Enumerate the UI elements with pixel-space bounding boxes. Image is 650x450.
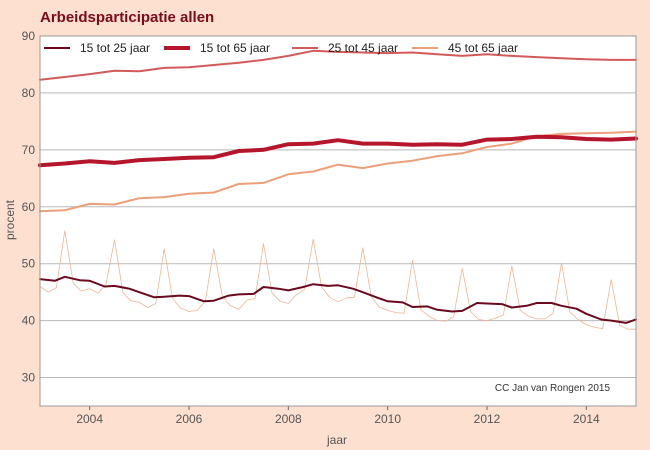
chart-title: Arbeidsparticipatie allen [40,9,215,26]
series-line-2 [39,49,637,81]
y-tick-label-50: 50 [22,257,36,271]
plot-border [39,35,637,407]
x-tick-label-2004: 2004 [76,412,103,426]
legend-label-1: 15 tot 65 jaar [200,41,270,55]
y-tick-label-40: 40 [22,314,36,328]
x-axis-title: jaar [326,433,347,447]
series-line-0 [39,275,637,324]
x-tick-label-2008: 2008 [275,412,302,426]
x-tick-label-2010: 2010 [374,412,401,426]
y-tick-label-30: 30 [22,371,36,385]
copyright-annotation: CC Jan van Rongen 2015 [495,383,611,394]
y-tick-label-70: 70 [22,143,36,157]
y-tick-label-90: 90 [22,29,36,43]
legend-label-3: 45 tot 65 jaar [448,41,518,55]
x-tick-label-2014: 2014 [573,412,600,426]
legend-label-2: 25 tot 45 jaar [328,41,398,55]
legend-label-0: 15 tot 25 jaar [80,41,150,55]
x-tick-label-2012: 2012 [474,412,501,426]
x-tick-label-2006: 2006 [176,412,203,426]
series-line-4 [39,230,637,330]
plot-area [40,36,636,406]
y-tick-label-60: 60 [22,200,36,214]
y-tick-label-80: 80 [22,86,36,100]
y-axis-title: procent [3,199,17,240]
series-line-1 [38,134,638,168]
